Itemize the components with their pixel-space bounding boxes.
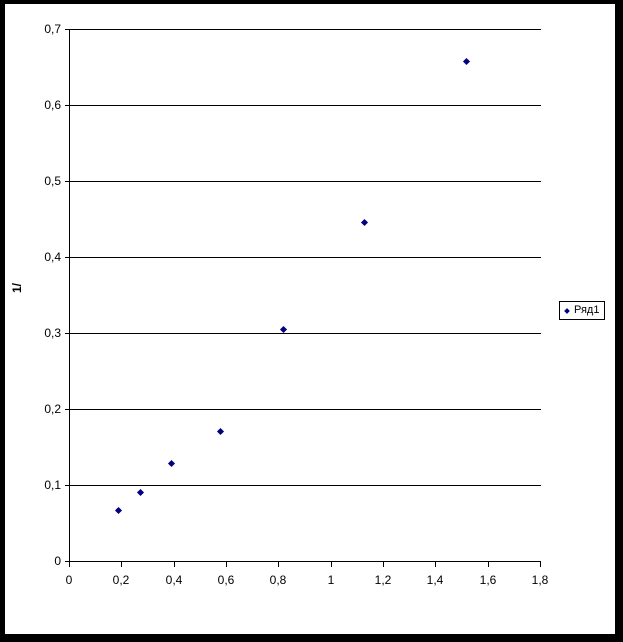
data-point-marker xyxy=(361,219,369,227)
y-axis-tick xyxy=(65,181,69,182)
y-axis-line xyxy=(69,29,70,562)
x-tick-label: 0,4 xyxy=(165,573,183,587)
y-axis-tick xyxy=(65,561,69,562)
y-gridline xyxy=(69,257,541,258)
x-axis-tick xyxy=(435,562,436,567)
x-axis-tick xyxy=(331,562,332,567)
y-axis-tick xyxy=(65,105,69,106)
x-axis-tick xyxy=(69,562,70,567)
data-point-marker xyxy=(463,58,471,66)
y-tick-label: 0 xyxy=(54,554,61,568)
y-tick-label: 0,7 xyxy=(44,22,61,36)
y-gridline xyxy=(69,29,541,30)
x-tick-label: 1 xyxy=(327,573,335,587)
legend: Ряд1 xyxy=(559,301,605,320)
y-tick-label: 0,2 xyxy=(44,402,61,416)
y-axis-title: 1/ xyxy=(10,282,25,294)
y-axis-tick xyxy=(65,333,69,334)
x-tick-label: 0,8 xyxy=(269,573,287,587)
y-gridline xyxy=(69,105,541,106)
legend-series-label: Ряд1 xyxy=(574,304,600,316)
y-gridline xyxy=(69,485,541,486)
y-axis-tick xyxy=(65,485,69,486)
y-axis-tick xyxy=(65,257,69,258)
y-axis-tick xyxy=(65,409,69,410)
data-point-marker xyxy=(217,427,225,435)
x-axis-tick xyxy=(278,562,279,567)
x-tick-label: 0,2 xyxy=(112,573,130,587)
x-tick-label: 1,2 xyxy=(374,573,392,587)
x-tick-label: 1,4 xyxy=(426,573,444,587)
y-tick-label: 0,4 xyxy=(44,250,61,264)
y-gridline xyxy=(69,333,541,334)
x-axis-line xyxy=(69,561,541,562)
y-tick-label: 0,1 xyxy=(44,478,61,492)
x-axis-tick xyxy=(383,562,384,567)
y-tick-label: 0,6 xyxy=(44,98,61,112)
data-point-marker xyxy=(167,460,175,468)
y-gridline xyxy=(69,181,541,182)
data-point-marker xyxy=(137,489,145,497)
x-axis-tick xyxy=(226,562,227,567)
x-axis-tick xyxy=(540,562,541,567)
y-tick-label: 0,5 xyxy=(44,174,61,188)
y-tick-label: 0,3 xyxy=(44,326,61,340)
data-point-marker xyxy=(115,507,123,515)
x-axis-tick xyxy=(121,562,122,567)
x-tick-label: 1,6 xyxy=(479,573,497,587)
y-axis-tick xyxy=(65,29,69,30)
x-tick-label: 0 xyxy=(65,573,73,587)
y-gridline xyxy=(69,409,541,410)
data-point-marker xyxy=(280,325,288,333)
x-axis-tick xyxy=(488,562,489,567)
x-tick-label: 0,6 xyxy=(217,573,235,587)
x-axis-tick xyxy=(174,562,175,567)
x-tick-label: 1,8 xyxy=(531,573,549,587)
legend-diamond-marker-icon xyxy=(564,307,570,314)
